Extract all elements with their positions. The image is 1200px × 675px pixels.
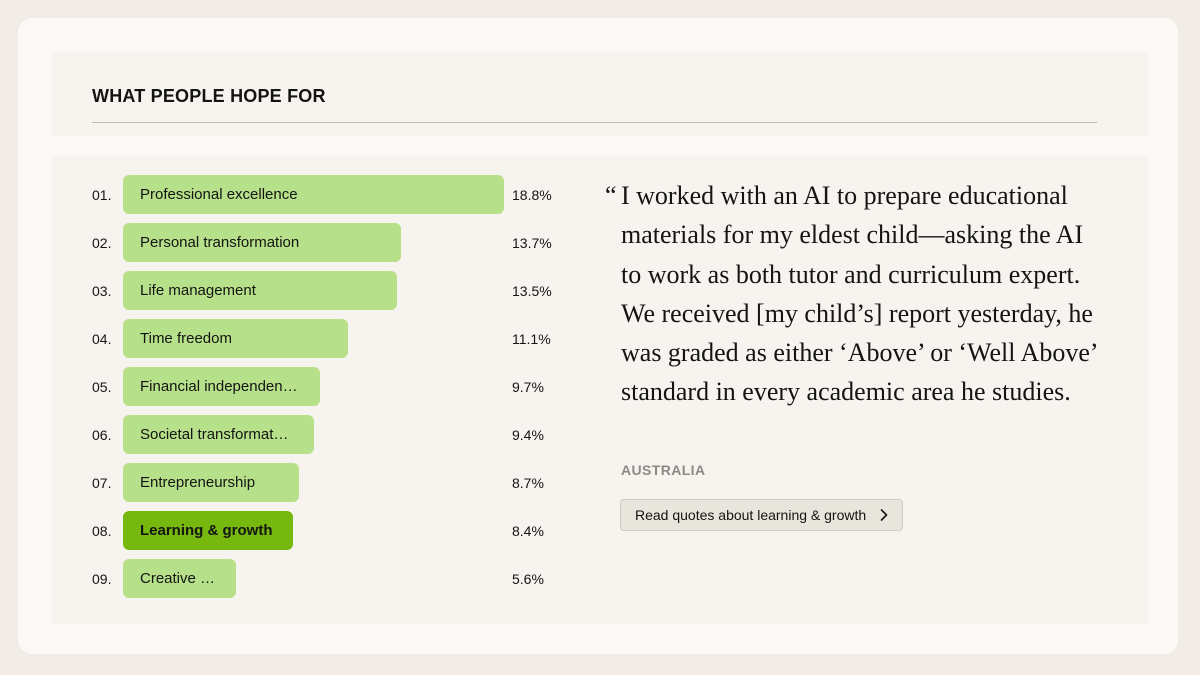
bar[interactable]: Life management [123,271,397,310]
bar-value-label: 18.8% [512,186,552,203]
bar-value-label: 13.5% [512,282,552,299]
quote-country: AUSTRALIA [621,462,706,478]
bar-value-label: 9.7% [512,378,544,395]
bar[interactable]: Societal transformat… [123,415,314,454]
bar-category-label: Personal transformation [140,234,300,251]
section-title: WHAT PEOPLE HOPE FOR [92,86,326,106]
quote-text: I worked with an AI to prepare education… [621,181,1097,407]
chevron-right-icon [880,509,888,521]
bar-value-label: 13.7% [512,234,552,251]
bar-value-label: 5.6% [512,570,544,587]
bar-rank-label: 01. [92,186,112,203]
bar-rank-label: 03. [92,282,112,299]
bar-rank-label: 05. [92,378,112,395]
bar-rank-label: 06. [92,426,112,443]
bar-category-label: Financial independen… [140,378,298,395]
bar-value-label: 8.4% [512,522,544,539]
bar-value-label: 11.1% [512,330,551,347]
bar[interactable]: Entrepreneurship [123,463,299,502]
bar[interactable]: Creative … [123,559,236,598]
bar-category-label: Professional excellence [140,186,298,203]
quote-open-mark: “ [605,181,617,210]
bar-rank-label: 07. [92,474,112,491]
bar-rank-label: 04. [92,330,112,347]
bar-rank-label: 09. [92,570,112,587]
bar[interactable]: Professional excellence [123,175,504,214]
bar-chart: 01. Professional excellence 18.8% 02. Person… [92,175,552,598]
title-divider [92,122,1097,123]
read-quotes-button[interactable]: Read quotes about learning & growth [620,499,904,531]
bar[interactable]: Personal transformation [123,223,401,262]
bar-category-label: Societal transformat… [140,426,289,443]
bar[interactable]: Financial independen… [123,367,320,406]
bar-rank-label: 02. [92,234,112,251]
bar-rank-label: 08. [92,522,112,539]
bar[interactable]: Time freedom [123,319,348,358]
bar-value-label: 9.4% [512,426,544,443]
bar-category-label: Learning & growth [140,522,273,539]
bar-value-label: 8.7% [512,474,544,491]
bar[interactable]: Learning & growth [123,511,293,550]
bar-category-label: Creative … [140,570,216,587]
read-quotes-label: Read quotes about learning & growth [635,507,867,523]
bar-category-label: Entrepreneurship [140,474,256,491]
bar-category-label: Time freedom [140,330,232,347]
bar-category-label: Life management [140,282,256,299]
